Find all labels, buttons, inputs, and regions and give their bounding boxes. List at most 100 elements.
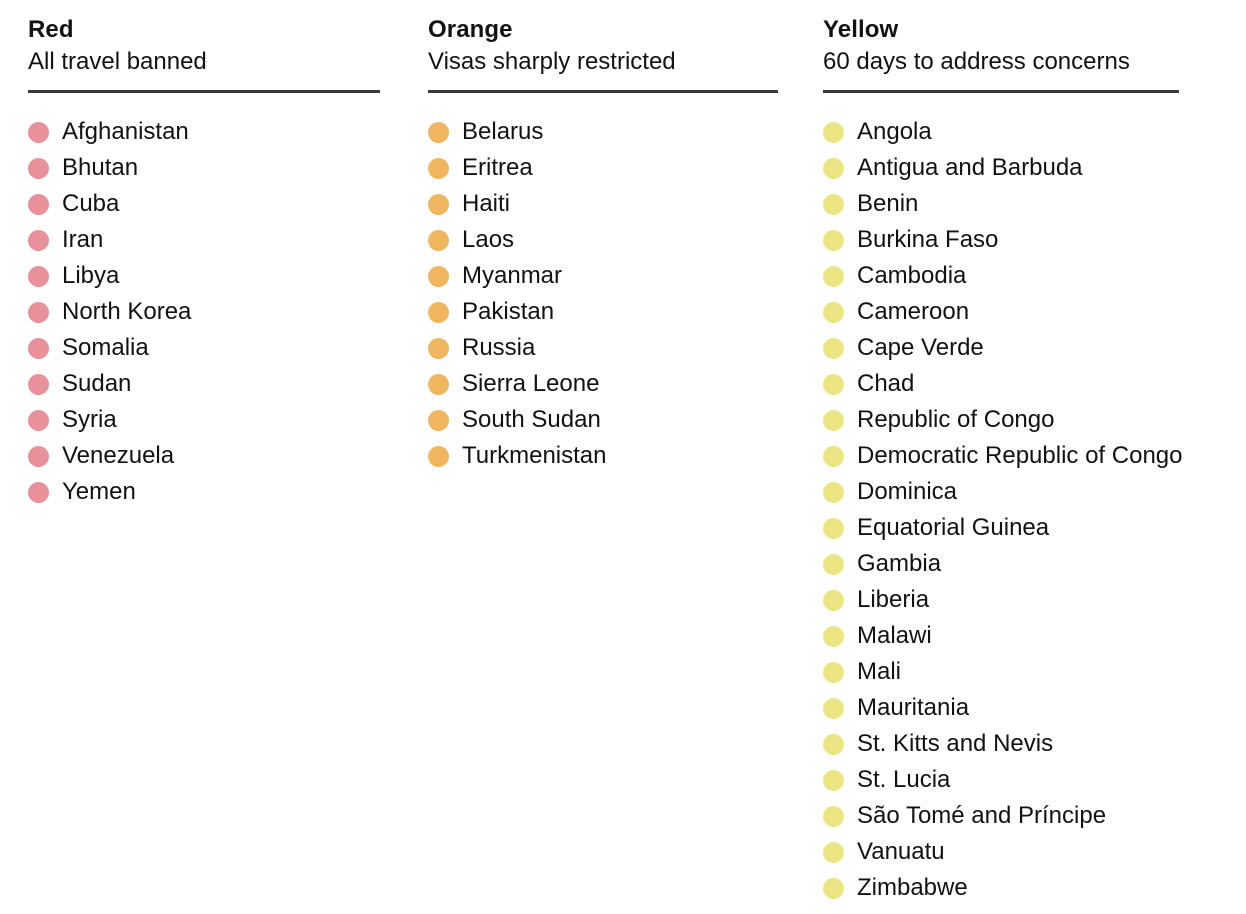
column-orange-subtitle: Visas sharply restricted: [428, 48, 676, 75]
country-name: Venezuela: [62, 442, 175, 469]
country-list-item: Burkina Faso: [823, 222, 1179, 258]
country-list-item: St. Kitts and Nevis: [823, 726, 1179, 762]
country-name: South Sudan: [462, 406, 601, 433]
country-list-item: North Korea: [28, 294, 380, 330]
country-name: Turkmenistan: [462, 442, 607, 469]
country-list-item: Antigua and Barbuda: [823, 150, 1179, 186]
category-dot-icon: [28, 481, 49, 503]
category-dot-icon: [428, 445, 449, 467]
country-name: Antigua and Barbuda: [857, 154, 1083, 181]
country-name: Sierra Leone: [462, 370, 600, 397]
country-list-item: South Sudan: [428, 402, 778, 438]
category-dot-icon: [28, 229, 49, 251]
country-name: Equatorial Guinea: [857, 514, 1050, 541]
country-name: Bhutan: [62, 154, 139, 181]
category-dot-icon: [428, 409, 449, 431]
country-name: St. Kitts and Nevis: [857, 730, 1054, 757]
category-dot-icon: [28, 157, 49, 179]
country-list-item: Somalia: [28, 330, 380, 366]
category-dot-icon: [823, 877, 844, 899]
category-dot-icon: [428, 157, 449, 179]
category-dot-icon: [823, 337, 844, 359]
country-name: Dominica: [857, 478, 958, 505]
category-dot-icon: [823, 805, 844, 827]
country-list-item: Yemen: [28, 474, 380, 510]
country-name: Cambodia: [857, 262, 967, 289]
country-list-item: Liberia: [823, 582, 1179, 618]
category-dot-icon: [823, 733, 844, 755]
category-dot-icon: [28, 193, 49, 215]
country-list-item: Angola: [823, 114, 1179, 150]
country-name: Cameroon: [857, 298, 970, 325]
category-dot-icon: [28, 373, 49, 395]
category-dot-icon: [823, 661, 844, 683]
column-orange: Orange Visas sharply restricted Belarus E…: [428, 14, 778, 474]
category-dot-icon: [823, 517, 844, 539]
category-dot-icon: [823, 157, 844, 179]
country-name: North Korea: [62, 298, 192, 325]
country-name: Democratic Republic of Congo: [857, 442, 1183, 469]
country-name: Malawi: [857, 622, 932, 649]
country-list-item: Myanmar: [428, 258, 778, 294]
category-dot-icon: [428, 229, 449, 251]
country-list-item: Cambodia: [823, 258, 1179, 294]
category-dot-icon: [28, 121, 49, 143]
country-name: Benin: [857, 190, 919, 217]
category-dot-icon: [428, 301, 449, 323]
column-red-title: Red: [28, 16, 74, 43]
category-dot-icon: [28, 337, 49, 359]
category-dot-icon: [823, 121, 844, 143]
column-yellow-subtitle: 60 days to address concerns: [823, 48, 1130, 75]
country-list-item: Republic of Congo: [823, 402, 1179, 438]
country-list-item: Haiti: [428, 186, 778, 222]
country-list-item: Cape Verde: [823, 330, 1179, 366]
column-orange-country-list: Belarus Eritrea Haiti Laos Myanmar Pakistan Ru…: [428, 114, 778, 474]
country-list-item: Afghanistan: [28, 114, 380, 150]
country-list-item: Libya: [28, 258, 380, 294]
category-dot-icon: [823, 697, 844, 719]
country-name: Angola: [857, 118, 932, 145]
country-name: Chad: [857, 370, 915, 397]
column-orange-divider: [428, 90, 778, 93]
country-list-item: Iran: [28, 222, 380, 258]
category-dot-icon: [823, 589, 844, 611]
country-list-item: Eritrea: [428, 150, 778, 186]
column-red-subtitle: All travel banned: [28, 48, 207, 75]
country-list-item: Syria: [28, 402, 380, 438]
column-red-country-list: Afghanistan Bhutan Cuba Iran Libya North Kore…: [28, 114, 380, 510]
column-yellow-divider: [823, 90, 1179, 93]
country-name: Sudan: [62, 370, 132, 397]
country-list-item: Russia: [428, 330, 778, 366]
country-name: Russia: [462, 334, 536, 361]
country-list-item: Malawi: [823, 618, 1179, 654]
column-yellow-title: Yellow: [823, 16, 899, 43]
country-name: Cuba: [62, 190, 120, 217]
country-list-item: Gambia: [823, 546, 1179, 582]
column-orange-title: Orange: [428, 16, 513, 43]
country-name: Republic of Congo: [857, 406, 1055, 433]
category-dot-icon: [28, 445, 49, 467]
country-name: Eritrea: [462, 154, 533, 181]
country-name: Burkina Faso: [857, 226, 999, 253]
category-dot-icon: [823, 193, 844, 215]
category-dot-icon: [428, 373, 449, 395]
country-name: Mauritania: [857, 694, 970, 721]
category-dot-icon: [28, 301, 49, 323]
country-name: Zimbabwe: [857, 874, 968, 901]
category-dot-icon: [823, 301, 844, 323]
category-dot-icon: [823, 481, 844, 503]
country-name: Somalia: [62, 334, 149, 361]
country-list-item: St. Lucia: [823, 762, 1179, 798]
country-name: Yemen: [62, 478, 136, 505]
category-dot-icon: [823, 553, 844, 575]
country-name: Laos: [462, 226, 515, 253]
country-list-item: Sudan: [28, 366, 380, 402]
country-name: St. Lucia: [857, 766, 951, 793]
category-dot-icon: [823, 373, 844, 395]
category-dot-icon: [823, 229, 844, 251]
country-name: Pakistan: [462, 298, 555, 325]
country-name: Liberia: [857, 586, 930, 613]
country-list-item: Benin: [823, 186, 1179, 222]
category-dot-icon: [428, 337, 449, 359]
category-dot-icon: [823, 409, 844, 431]
